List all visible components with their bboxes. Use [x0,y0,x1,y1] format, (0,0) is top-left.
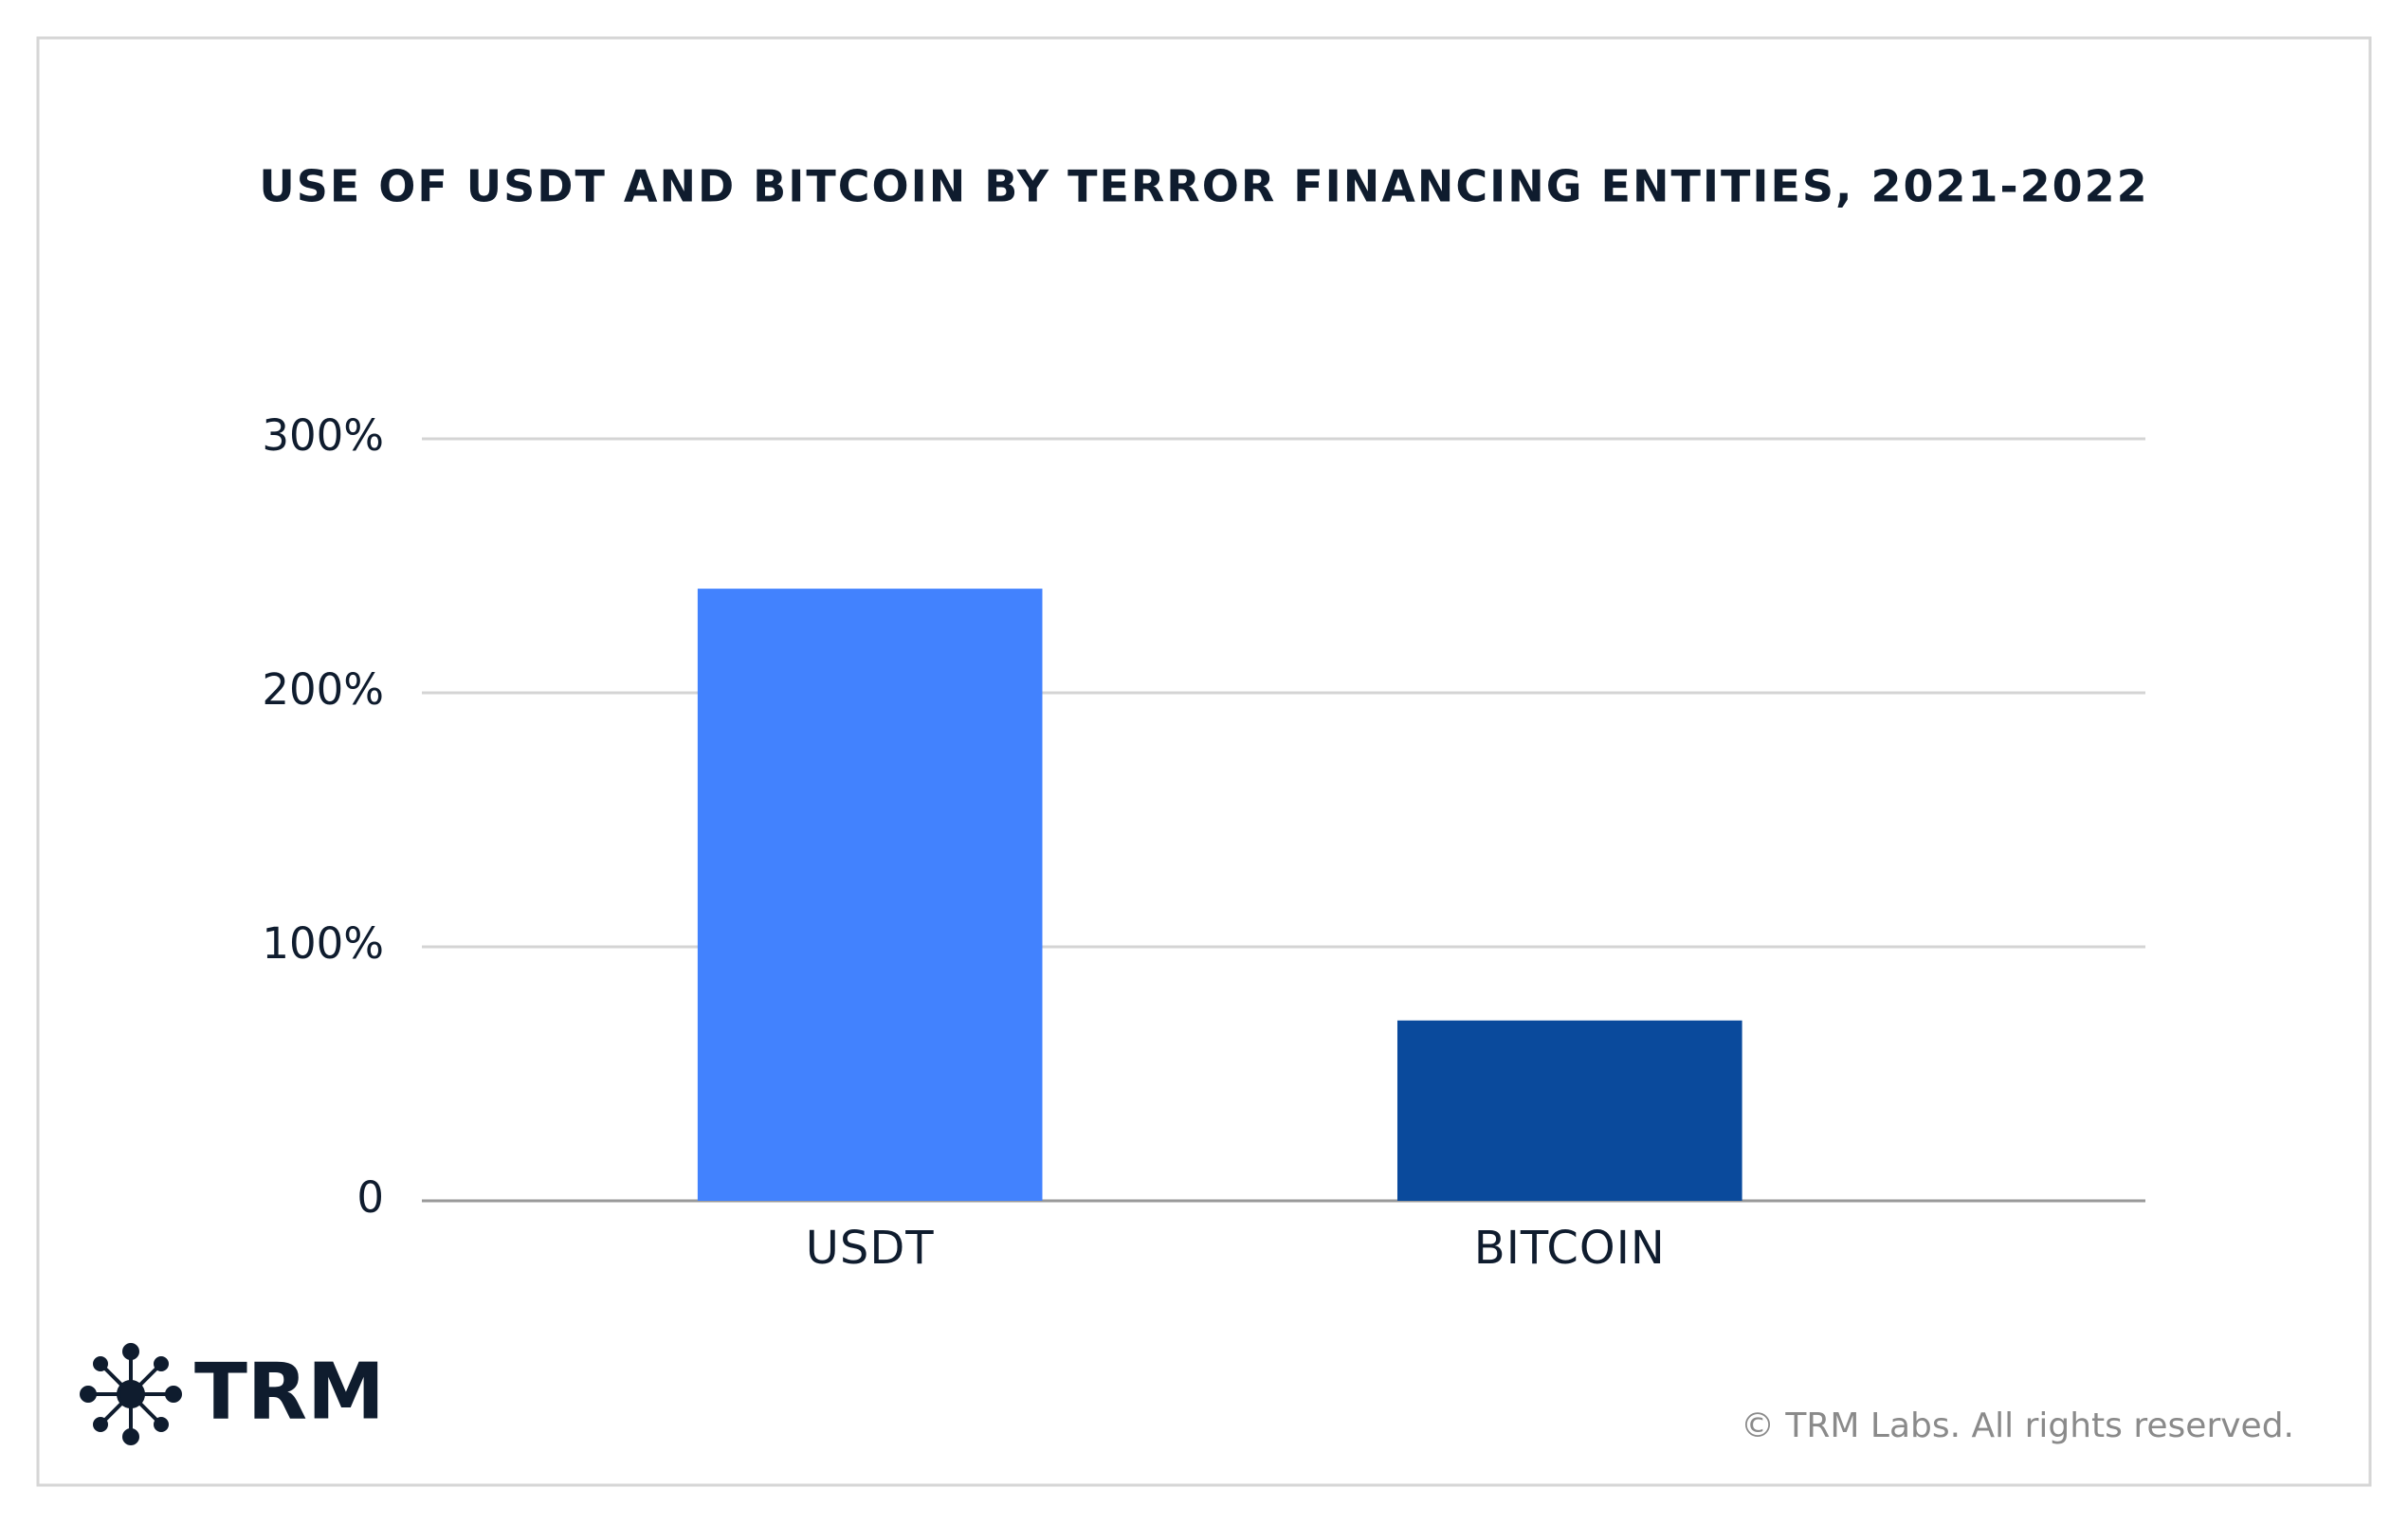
y-tick-label: 200% [262,664,384,715]
bar [1396,1020,1742,1201]
y-tick-label: 300% [262,410,384,461]
y-tick-label: 100% [262,918,384,969]
logo-text: TRM [194,1347,385,1437]
copyright: © TRM Labs. All rights reserved. [1741,1406,2294,1445]
x-tick-label: BITCOIN [1474,1222,1666,1275]
bar [697,589,1043,1201]
logo-icon [80,1343,182,1445]
y-tick-label: 0 [356,1172,384,1223]
frame [36,36,2372,1487]
chart-title: USE OF USDT AND BITCOIN BY TERROR FINANC… [259,161,2148,212]
x-tick-label: USDT [806,1222,935,1275]
